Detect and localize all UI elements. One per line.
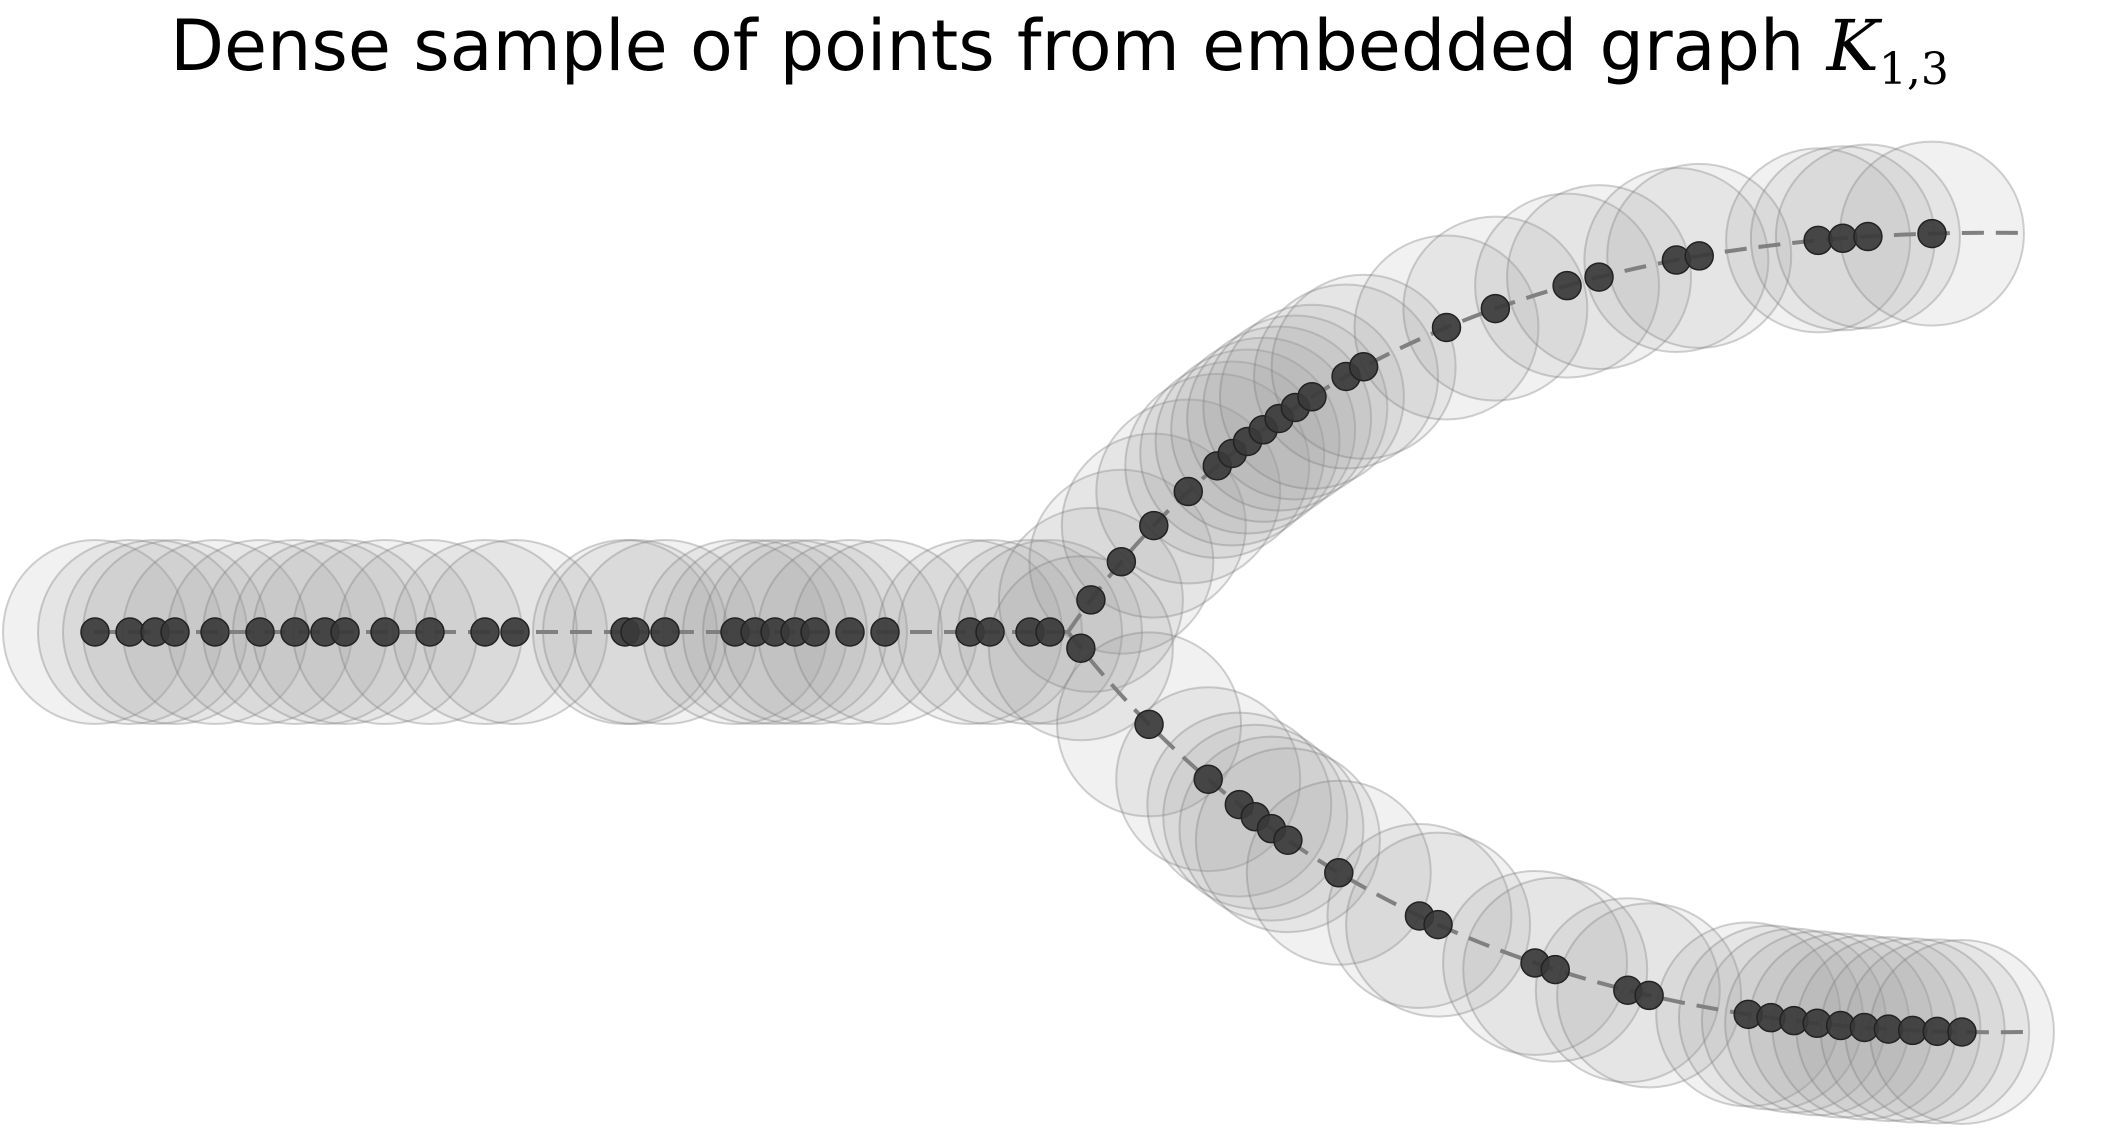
sample-point [1552,270,1582,301]
sample-point [1684,241,1714,271]
sample-points [80,218,1977,1047]
title-math: K1,3 [1826,5,1949,95]
sample-point [200,617,230,647]
sample-point [160,617,190,647]
sample-point [1917,218,1947,249]
sample-point [470,617,500,647]
sample-point [800,617,830,647]
sample-point [650,617,680,647]
sample-point [1853,221,1883,252]
sample-point [1423,909,1453,940]
sample-point [1106,546,1137,577]
sample-point [1297,382,1327,412]
sample-point [1139,510,1169,541]
sample-point [1828,223,1858,254]
sample-point [1066,633,1096,663]
sample-point [415,617,445,647]
sample-point [280,617,310,647]
sample-point [115,617,145,647]
sample-point [1134,709,1164,740]
sample-point [1922,1016,1952,1047]
sample-point [1035,617,1065,647]
sample-point [1193,764,1223,794]
sample-point [1173,476,1204,507]
sample-point [1324,858,1354,888]
sample-point [620,617,650,647]
sample-point [330,617,360,647]
sample-point [1803,225,1833,256]
title-math-subscript: 1,3 [1878,44,1949,95]
sample-point [975,617,1005,647]
sample-point [245,617,275,647]
sample-point [500,617,530,647]
sample-point [1431,312,1462,343]
sample-point [835,617,865,647]
sample-point [1540,954,1570,985]
figure-title: Dense sample of points from embedded gra… [0,0,2119,110]
sample-point [80,617,110,647]
sample-point [1634,980,1664,1011]
sample-point [1480,293,1511,324]
sample-point [1273,825,1303,855]
title-text: Dense sample of points from embedded gra… [170,5,1805,87]
sample-point [1584,262,1614,292]
sample-point [1076,585,1106,615]
title-math-symbol: K [1826,5,1879,87]
sample-point [1348,352,1379,382]
sample-point [370,617,400,647]
sample-point [1947,1017,1977,1047]
sample-point [870,617,900,647]
